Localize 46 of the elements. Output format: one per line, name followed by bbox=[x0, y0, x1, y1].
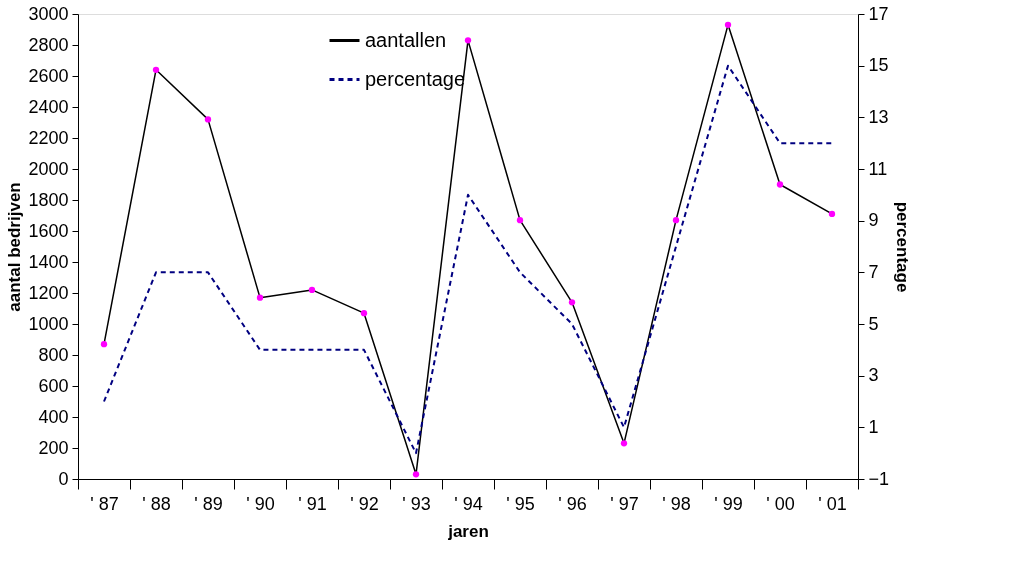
y2-axis-title: percentage bbox=[893, 201, 913, 293]
y-tick-label: 2600 bbox=[28, 65, 69, 86]
y2-tick-label: 9 bbox=[868, 210, 879, 231]
y-tick-label: 0 bbox=[58, 468, 69, 489]
x-tick-label: ' 94 bbox=[454, 493, 483, 514]
y-tick-label: 600 bbox=[38, 375, 69, 396]
y-tick-label: 400 bbox=[38, 406, 69, 427]
x-tick-label: ' 90 bbox=[246, 493, 275, 514]
x-tick-label: ' 93 bbox=[402, 493, 431, 514]
y-tick-label: 1800 bbox=[28, 189, 69, 210]
x-tick-label: ' 96 bbox=[558, 493, 587, 514]
y2-tick-label: 1 bbox=[868, 416, 879, 437]
y-tick-label: 1400 bbox=[28, 251, 69, 272]
y2-tick-label: −1 bbox=[868, 468, 890, 489]
y2-tick-label: 13 bbox=[868, 106, 889, 127]
y2-tick-label: 11 bbox=[868, 158, 888, 179]
y-tick-label: 2800 bbox=[28, 34, 69, 55]
y-tick-label: 2200 bbox=[28, 127, 69, 148]
y-axis-title: aantal bedrijven bbox=[5, 182, 25, 312]
x-tick-label: ' 98 bbox=[662, 493, 691, 514]
y2-tick-label: 3 bbox=[868, 365, 879, 386]
x-axis-title: jaren bbox=[447, 521, 489, 541]
y-tick-label: 1600 bbox=[28, 220, 69, 241]
x-tick-label: ' 95 bbox=[506, 493, 535, 514]
y2-tick-label: 15 bbox=[868, 55, 889, 76]
y2-tick-label: 17 bbox=[868, 3, 889, 24]
x-tick-label: ' 92 bbox=[350, 493, 379, 514]
x-tick-label: ' 87 bbox=[90, 493, 119, 514]
y-tick-label: 2000 bbox=[28, 158, 69, 179]
x-tick-label: ' 01 bbox=[818, 493, 847, 514]
x-tick-label: ' 89 bbox=[194, 493, 223, 514]
x-tick-label: ' 00 bbox=[766, 493, 795, 514]
x-tick-label: ' 88 bbox=[142, 493, 171, 514]
y-tick-label: 3000 bbox=[28, 3, 69, 24]
y-tick-label: 800 bbox=[38, 344, 69, 365]
x-tick-label: ' 97 bbox=[610, 493, 639, 514]
y2-tick-label: 7 bbox=[868, 261, 879, 282]
y-tick-label: 1200 bbox=[28, 282, 69, 303]
x-tick-label: ' 91 bbox=[298, 493, 327, 514]
legend-label: aantallen bbox=[365, 28, 447, 51]
y-tick-label: 2400 bbox=[28, 96, 69, 117]
y-tick-label: 1000 bbox=[28, 313, 69, 334]
x-tick-label: ' 99 bbox=[714, 493, 743, 514]
line-series bbox=[103, 64, 833, 455]
y2-tick-label: 5 bbox=[868, 313, 879, 334]
y-tick-label: 200 bbox=[38, 437, 69, 458]
